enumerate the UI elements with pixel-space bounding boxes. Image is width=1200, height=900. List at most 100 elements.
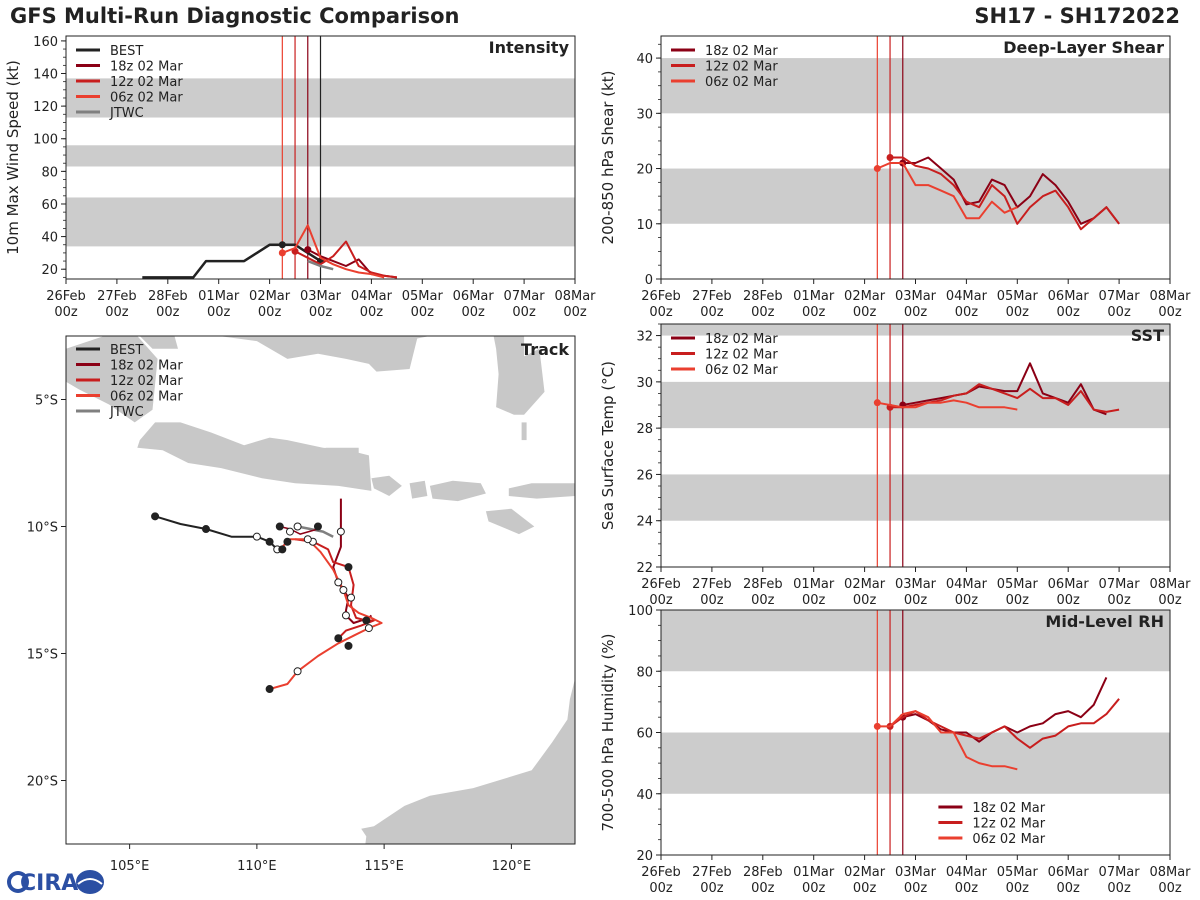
legend-label: JTWC xyxy=(109,106,144,121)
x-tick-label: 28Feb 00z xyxy=(743,289,783,320)
x-tick-label: 26Feb 00z xyxy=(46,289,86,320)
series-line-18z-02-mar xyxy=(902,676,1108,743)
series-marker xyxy=(873,165,881,173)
x-tick-label: 04Mar 00z xyxy=(351,289,393,320)
landmass xyxy=(508,483,575,499)
track-position-marker xyxy=(293,667,302,676)
x-tick-label: 05Mar 00z xyxy=(402,289,444,320)
landmass xyxy=(325,447,359,456)
landmass xyxy=(429,480,486,502)
x-tick-label: 01Mar 00z xyxy=(793,865,835,896)
x-tick-label: 02Mar 00z xyxy=(844,289,886,320)
chart-shear: 0 10 20 30 40 26Feb 00z 27Feb 00z 28Feb 00z 01Mar 00… xyxy=(599,35,1191,320)
legend-label: 06z 02 Mar xyxy=(705,363,778,378)
track-position-marker xyxy=(339,586,348,594)
lat-tick-label: 5°S xyxy=(35,394,58,409)
y-tick-label: 100 xyxy=(33,133,58,148)
track-position-marker xyxy=(344,641,353,650)
track-line-18z-02-mar xyxy=(332,498,373,624)
y-tick-label: 20 xyxy=(41,263,58,278)
series-line-12z-02-mar xyxy=(890,156,1120,231)
chart-rh: 20 40 60 80 100 26Feb 00z 27Feb 00z 28Feb 00z 01Mar… xyxy=(599,604,1191,896)
series-line-12z-02-mar xyxy=(294,240,398,279)
x-tick-label: 03Mar 00z xyxy=(895,289,937,320)
y-tick-label: 20 xyxy=(636,163,653,178)
series-line-jtwc xyxy=(307,259,334,271)
x-tick-label: 02Mar 00z xyxy=(249,289,291,320)
series-marker xyxy=(886,154,894,161)
x-tick-label: 07Mar 00z xyxy=(1099,289,1141,320)
track-position-marker xyxy=(275,522,284,531)
track-position-marker xyxy=(303,535,312,544)
logo-text: CIRA xyxy=(20,871,78,896)
y-axis-label: 700-500 hPa Humidity (%) xyxy=(599,633,617,831)
y-tick-label: 28 xyxy=(636,422,653,437)
landmass xyxy=(485,508,535,535)
track-position-marker xyxy=(334,634,343,643)
x-tick-label: 26Feb 00z xyxy=(641,577,681,608)
y-tick-label: 30 xyxy=(636,107,653,122)
shaded-band xyxy=(661,732,1170,794)
panel-title: Mid-Level RH xyxy=(1045,612,1164,631)
y-tick-label: 30 xyxy=(636,376,653,391)
lon-tick-label: 115°E xyxy=(364,859,404,874)
legend-label: 18z 02 Mar xyxy=(705,44,778,59)
x-tick-label: 05Mar 00z xyxy=(997,577,1039,608)
track-position-marker xyxy=(151,512,160,521)
x-tick-label: 03Mar 00z xyxy=(300,289,342,320)
series-marker xyxy=(873,399,881,407)
track-position-marker xyxy=(278,545,287,554)
y-tick-label: 0 xyxy=(645,273,653,288)
x-tick-label: 08Mar 00z xyxy=(1149,289,1191,320)
track-position-marker xyxy=(364,624,373,633)
legend-label: 06z 02 Mar xyxy=(705,75,778,90)
landmass xyxy=(218,336,430,372)
x-tick-label: 06Mar 00z xyxy=(453,289,495,320)
storm-id: SH17 - SH172022 xyxy=(974,4,1180,28)
lat-tick-label: 15°S xyxy=(27,648,58,663)
panel-title: Track xyxy=(521,340,569,359)
series-line-06z-02-mar xyxy=(877,399,1018,411)
x-tick-label: 06Mar 00z xyxy=(1048,865,1090,896)
legend-label: 12z 02 Mar xyxy=(972,817,1045,832)
x-tick-label: 01Mar 00z xyxy=(793,577,835,608)
y-tick-label: 160 xyxy=(33,35,58,50)
x-tick-label: 02Mar 00z xyxy=(844,577,886,608)
y-tick-label: 24 xyxy=(636,515,653,530)
y-tick-label: 40 xyxy=(636,788,653,803)
legend-label: BEST xyxy=(110,343,143,358)
series-line-best xyxy=(142,243,322,279)
legend-label: 06z 02 Mar xyxy=(110,91,183,106)
legend-label: 06z 02 Mar xyxy=(972,832,1045,847)
x-tick-label: 26Feb 00z xyxy=(641,865,681,896)
series-marker xyxy=(278,249,286,257)
shaded-band xyxy=(661,610,1170,672)
track-position-marker xyxy=(283,537,292,546)
x-tick-label: 01Mar 00z xyxy=(793,289,835,320)
y-axis-label: Sea Surface Temp (°C) xyxy=(599,361,617,530)
map-frame xyxy=(65,335,576,845)
x-tick-label: 08Mar 00z xyxy=(1149,577,1191,608)
y-tick-label: 100 xyxy=(628,604,653,619)
x-tick-label: 04Mar 00z xyxy=(946,289,988,320)
x-tick-label: 07Mar 00z xyxy=(504,289,546,320)
track-position-marker xyxy=(344,563,353,572)
y-tick-label: 80 xyxy=(636,665,653,680)
lon-tick-label: 120°E xyxy=(492,859,532,874)
landmass xyxy=(361,678,575,844)
track-line-06z-02-mar xyxy=(269,538,383,691)
cira-logo: CIRA xyxy=(7,870,104,896)
shaded-band xyxy=(661,58,1170,114)
x-tick-label: 07Mar 00z xyxy=(1099,577,1141,608)
series-marker xyxy=(304,246,312,254)
panel-title: SST xyxy=(1131,326,1164,345)
legend-label: 12z 02 Mar xyxy=(705,348,778,363)
legend-label: 18z 02 Mar xyxy=(705,332,778,347)
x-tick-label: 27Feb 00z xyxy=(692,289,732,320)
shaded-band xyxy=(661,474,1170,521)
lon-tick-label: 110°E xyxy=(237,859,277,874)
track-line-jtwc xyxy=(297,525,334,538)
track-line-red-origin xyxy=(279,525,319,535)
legend-label: 12z 02 Mar xyxy=(705,60,778,75)
x-tick-label: 03Mar 00z xyxy=(895,865,937,896)
